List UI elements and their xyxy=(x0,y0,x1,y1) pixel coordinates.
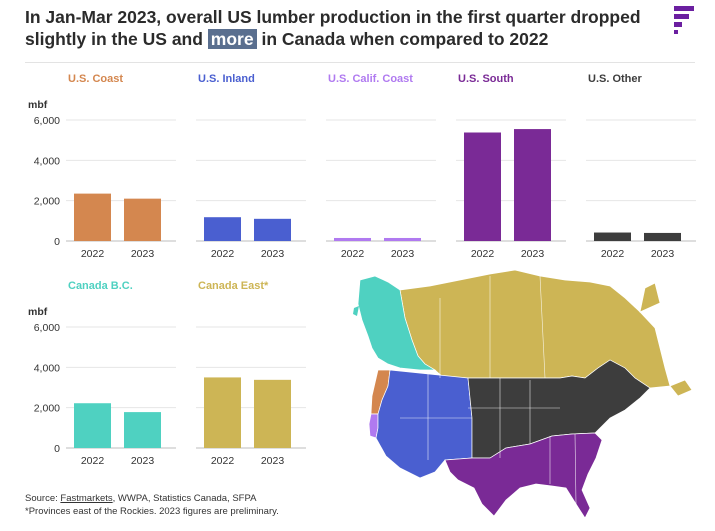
bar xyxy=(124,412,161,448)
x-tick-label: 2023 xyxy=(391,248,415,260)
bar xyxy=(254,379,291,448)
bar xyxy=(74,403,111,448)
bar xyxy=(644,232,681,241)
north-america-region-map-icon xyxy=(353,269,693,519)
y-tick-label: 4,000 xyxy=(34,155,60,167)
source-line: Source: Fastmarkets, WWPA, Statistics Ca… xyxy=(25,492,279,505)
bar xyxy=(254,218,291,241)
x-tick-label: 2022 xyxy=(471,248,495,260)
y-axis-label: mbf xyxy=(28,306,48,318)
x-tick-label: 2023 xyxy=(651,248,675,260)
x-tick-label: 2023 xyxy=(131,248,155,260)
bar xyxy=(124,198,161,241)
bar xyxy=(204,217,241,241)
panel-title: Canada B.C. xyxy=(68,280,133,292)
title-text-end: in Canada when compared to 2022 xyxy=(256,29,549,49)
source-prefix: Source: xyxy=(25,493,61,504)
x-tick-label: 2023 xyxy=(261,455,285,467)
panel-title: Canada East* xyxy=(198,280,269,292)
map-region-canada-bc xyxy=(357,275,437,371)
source-rest: , WWPA, Statistics Canada, SFPA xyxy=(112,493,257,504)
bar xyxy=(384,237,421,241)
panel-title: U.S. Coast xyxy=(68,73,123,85)
brand-logo-icon xyxy=(674,6,694,34)
panel-title: U.S. Other xyxy=(588,73,643,85)
bar xyxy=(514,129,551,241)
y-tick-label: 6,000 xyxy=(34,115,60,127)
y-tick-label: 4,000 xyxy=(34,362,60,374)
y-axis-label: mbf xyxy=(28,99,48,111)
x-tick-label: 2023 xyxy=(261,248,285,260)
title-highlight: more xyxy=(207,29,257,49)
footnote: *Provinces east of the Rockies. 2023 fig… xyxy=(25,506,279,517)
y-tick-label: 0 xyxy=(54,443,60,455)
panel-title: U.S. South xyxy=(458,73,514,85)
x-tick-label: 2022 xyxy=(81,248,105,260)
x-tick-label: 2023 xyxy=(521,248,545,260)
y-tick-label: 6,000 xyxy=(34,322,60,334)
y-tick-label: 0 xyxy=(54,236,60,248)
title-text-start: In Jan-Mar 2023, overall US lumber produ… xyxy=(25,7,641,49)
x-tick-label: 2022 xyxy=(211,455,235,467)
bar xyxy=(594,232,631,241)
bar xyxy=(204,377,241,448)
x-tick-label: 2022 xyxy=(211,248,235,260)
panel-title: U.S. Inland xyxy=(198,73,255,85)
y-tick-label: 2,000 xyxy=(34,196,60,208)
x-tick-label: 2022 xyxy=(81,455,105,467)
x-tick-label: 2022 xyxy=(341,248,365,260)
map-region-us-south xyxy=(444,432,603,519)
y-tick-label: 2,000 xyxy=(34,403,60,415)
map-region-canada-east xyxy=(399,269,671,389)
chart-title: In Jan-Mar 2023, overall US lumber produ… xyxy=(25,6,665,50)
x-tick-label: 2023 xyxy=(131,455,155,467)
bar xyxy=(74,193,111,241)
title-divider xyxy=(25,62,695,63)
x-tick-label: 2022 xyxy=(601,248,625,260)
panel-title: U.S. Calif. Coast xyxy=(328,73,413,85)
source-link[interactable]: Fastmarkets xyxy=(60,493,113,504)
bar xyxy=(464,132,501,241)
chart-footer: Source: Fastmarkets, WWPA, Statistics Ca… xyxy=(25,492,279,518)
bar xyxy=(334,237,371,241)
